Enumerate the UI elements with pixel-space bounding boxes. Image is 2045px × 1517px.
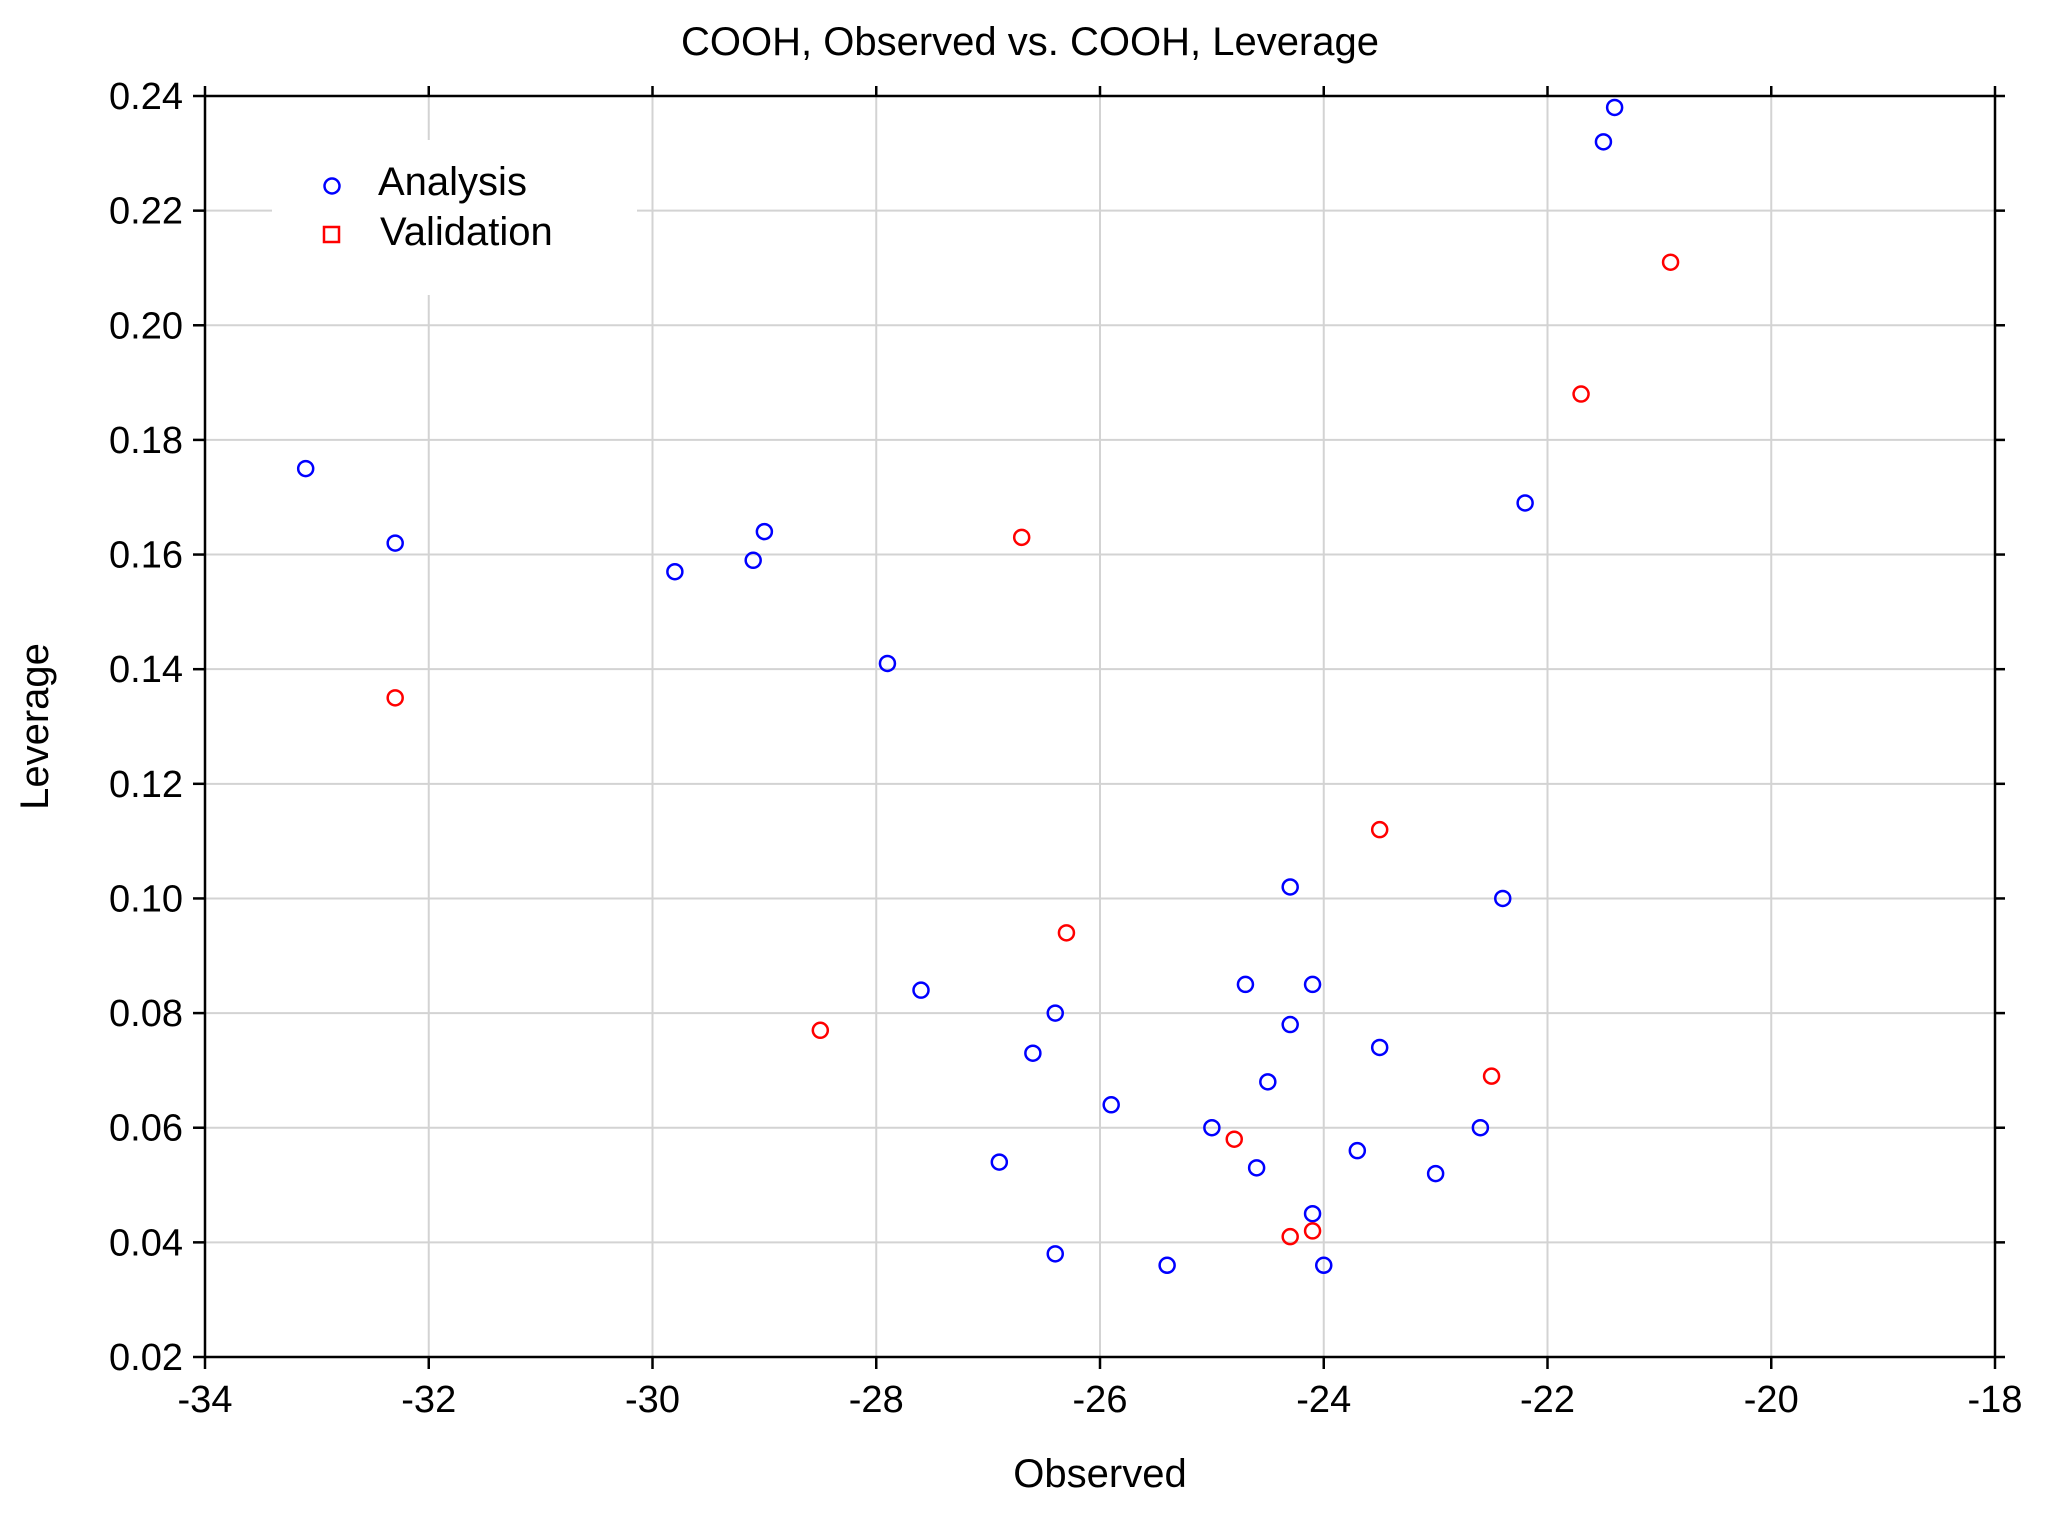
validation-point — [1225, 1130, 1243, 1148]
chart-title: COOH, Observed vs. COOH, Leverage — [681, 20, 1379, 64]
legend-validation-marker — [322, 225, 341, 244]
validation-point — [1572, 385, 1590, 403]
x-tick-label: -18 — [1968, 1379, 2023, 1421]
analysis-point — [1281, 1015, 1299, 1034]
analysis-point — [666, 562, 684, 581]
analysis-point — [990, 1153, 1009, 1171]
analysis-point — [1236, 975, 1255, 994]
y-tick-label: 0.08 — [109, 993, 183, 1035]
analysis-point — [1605, 98, 1624, 117]
y-tick-label: 0.24 — [109, 76, 183, 118]
analysis-point — [1158, 1256, 1176, 1275]
x-tick-label: -34 — [178, 1379, 233, 1421]
y-tick-label: 0.10 — [109, 878, 183, 920]
x-tick-label: -28 — [849, 1379, 904, 1421]
y-tick-label: 0.04 — [109, 1222, 183, 1264]
validation-point — [1303, 1222, 1322, 1240]
analysis-point — [1024, 1044, 1042, 1062]
y-tick-label: 0.22 — [109, 191, 183, 233]
axis-ticks: -34 -32 -30 -28 -26 -24 -22 -20 -18 0.02 0.04 0.06 0… — [109, 76, 2022, 1421]
y-tick-label: 0.06 — [109, 1108, 183, 1150]
x-axis-label: Observed — [1013, 1452, 1186, 1496]
legend-analysis-label: Analysis — [378, 160, 527, 204]
x-tick-label: -24 — [1296, 1379, 1351, 1421]
validation-point — [1281, 1227, 1299, 1246]
y-axis-label: Leverage — [13, 643, 57, 810]
data-points — [296, 98, 1680, 1275]
analysis-point — [1303, 1204, 1322, 1223]
x-tick-label: -32 — [401, 1379, 456, 1421]
legend: Analysis Validation — [272, 140, 637, 295]
analysis-point — [878, 654, 897, 673]
analysis-point — [1516, 494, 1534, 512]
y-tick-label: 0.12 — [109, 764, 183, 806]
validation-point — [811, 1021, 830, 1040]
x-tick-label: -22 — [1520, 1379, 1575, 1421]
analysis-point — [1046, 1004, 1064, 1022]
analysis-point — [755, 522, 774, 541]
legend-validation-label: Validation — [380, 210, 553, 254]
x-tick-label: -30 — [625, 1379, 680, 1421]
analysis-point — [1046, 1245, 1064, 1263]
analysis-point — [386, 534, 404, 552]
analysis-point — [744, 551, 762, 570]
legend-background — [272, 140, 637, 295]
x-tick-label: -20 — [1744, 1379, 1799, 1421]
y-tick-label: 0.14 — [109, 649, 183, 691]
x-tick-label: -26 — [1073, 1379, 1128, 1421]
analysis-point — [1494, 889, 1512, 908]
analysis-point — [1259, 1073, 1277, 1091]
validation-point — [1661, 253, 1680, 271]
validation-point — [1482, 1067, 1501, 1085]
analysis-point — [1348, 1141, 1367, 1160]
analysis-point — [1303, 975, 1322, 994]
analysis-point — [1281, 878, 1299, 896]
analysis-point — [296, 459, 315, 478]
validation-point — [1057, 924, 1076, 942]
analysis-point — [1203, 1118, 1221, 1137]
analysis-point — [1315, 1256, 1333, 1275]
validation-point — [386, 689, 404, 707]
y-tick-label: 0.02 — [109, 1337, 183, 1379]
analysis-point — [1247, 1159, 1266, 1177]
analysis-point — [1102, 1096, 1120, 1114]
y-tick-label: 0.16 — [109, 535, 183, 577]
y-tick-label: 0.18 — [109, 420, 183, 462]
grid-lines — [205, 96, 1995, 1357]
validation-point — [1370, 820, 1389, 839]
analysis-point — [1426, 1164, 1445, 1183]
legend-analysis-marker — [323, 177, 341, 195]
validation-point — [1012, 528, 1031, 547]
analysis-point — [1370, 1038, 1389, 1057]
analysis-point — [912, 981, 930, 999]
y-tick-label: 0.20 — [109, 305, 183, 347]
analysis-point — [1471, 1118, 1490, 1137]
analysis-point — [1594, 133, 1613, 151]
